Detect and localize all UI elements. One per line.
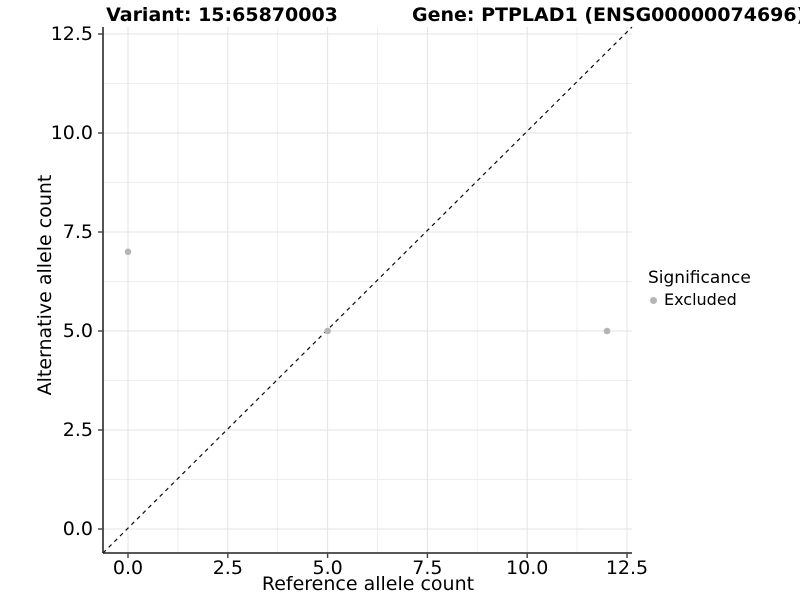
data-point xyxy=(124,248,132,256)
legend-items: Excluded xyxy=(648,291,751,309)
identity-dashed-line xyxy=(102,26,633,554)
legend-item: Excluded xyxy=(648,291,751,309)
y-tick-label: 5.0 xyxy=(62,320,93,342)
variant-title: Variant: 15:65870003 xyxy=(106,4,338,26)
legend-item-label: Excluded xyxy=(664,290,737,309)
axis-lines xyxy=(102,27,632,554)
y-tick-label: 7.5 xyxy=(62,221,93,243)
gene-title: Gene: PTPLAD1 (ENSG00000074696) xyxy=(412,4,800,26)
data-point xyxy=(324,327,331,335)
x-tick-label: 5.0 xyxy=(312,557,343,579)
x-tick-label: 7.5 xyxy=(412,557,443,579)
tick-marks xyxy=(98,33,628,558)
y-tick-label: 0.0 xyxy=(62,518,93,540)
x-tick-label: 10.0 xyxy=(506,557,549,579)
legend-title: Significance xyxy=(648,268,751,288)
legend-dot-icon xyxy=(650,296,657,304)
legend: Significance Excluded xyxy=(648,268,751,309)
x-tick-label: 2.5 xyxy=(212,557,243,579)
data-points xyxy=(124,248,611,335)
data-point xyxy=(603,327,611,335)
y-tick-label: 10.0 xyxy=(50,122,93,144)
y-tick-label: 12.5 xyxy=(50,23,93,45)
x-tick-label: 0.0 xyxy=(112,557,144,579)
y-tick-label: 2.5 xyxy=(62,419,93,441)
x-axis-title: Reference allele count xyxy=(261,573,475,595)
minor-gridlines xyxy=(103,27,632,553)
major-gridlines xyxy=(103,27,632,553)
x-tick-label: 12.5 xyxy=(605,557,649,579)
y-axis-title: Alternative allele count xyxy=(34,174,56,396)
